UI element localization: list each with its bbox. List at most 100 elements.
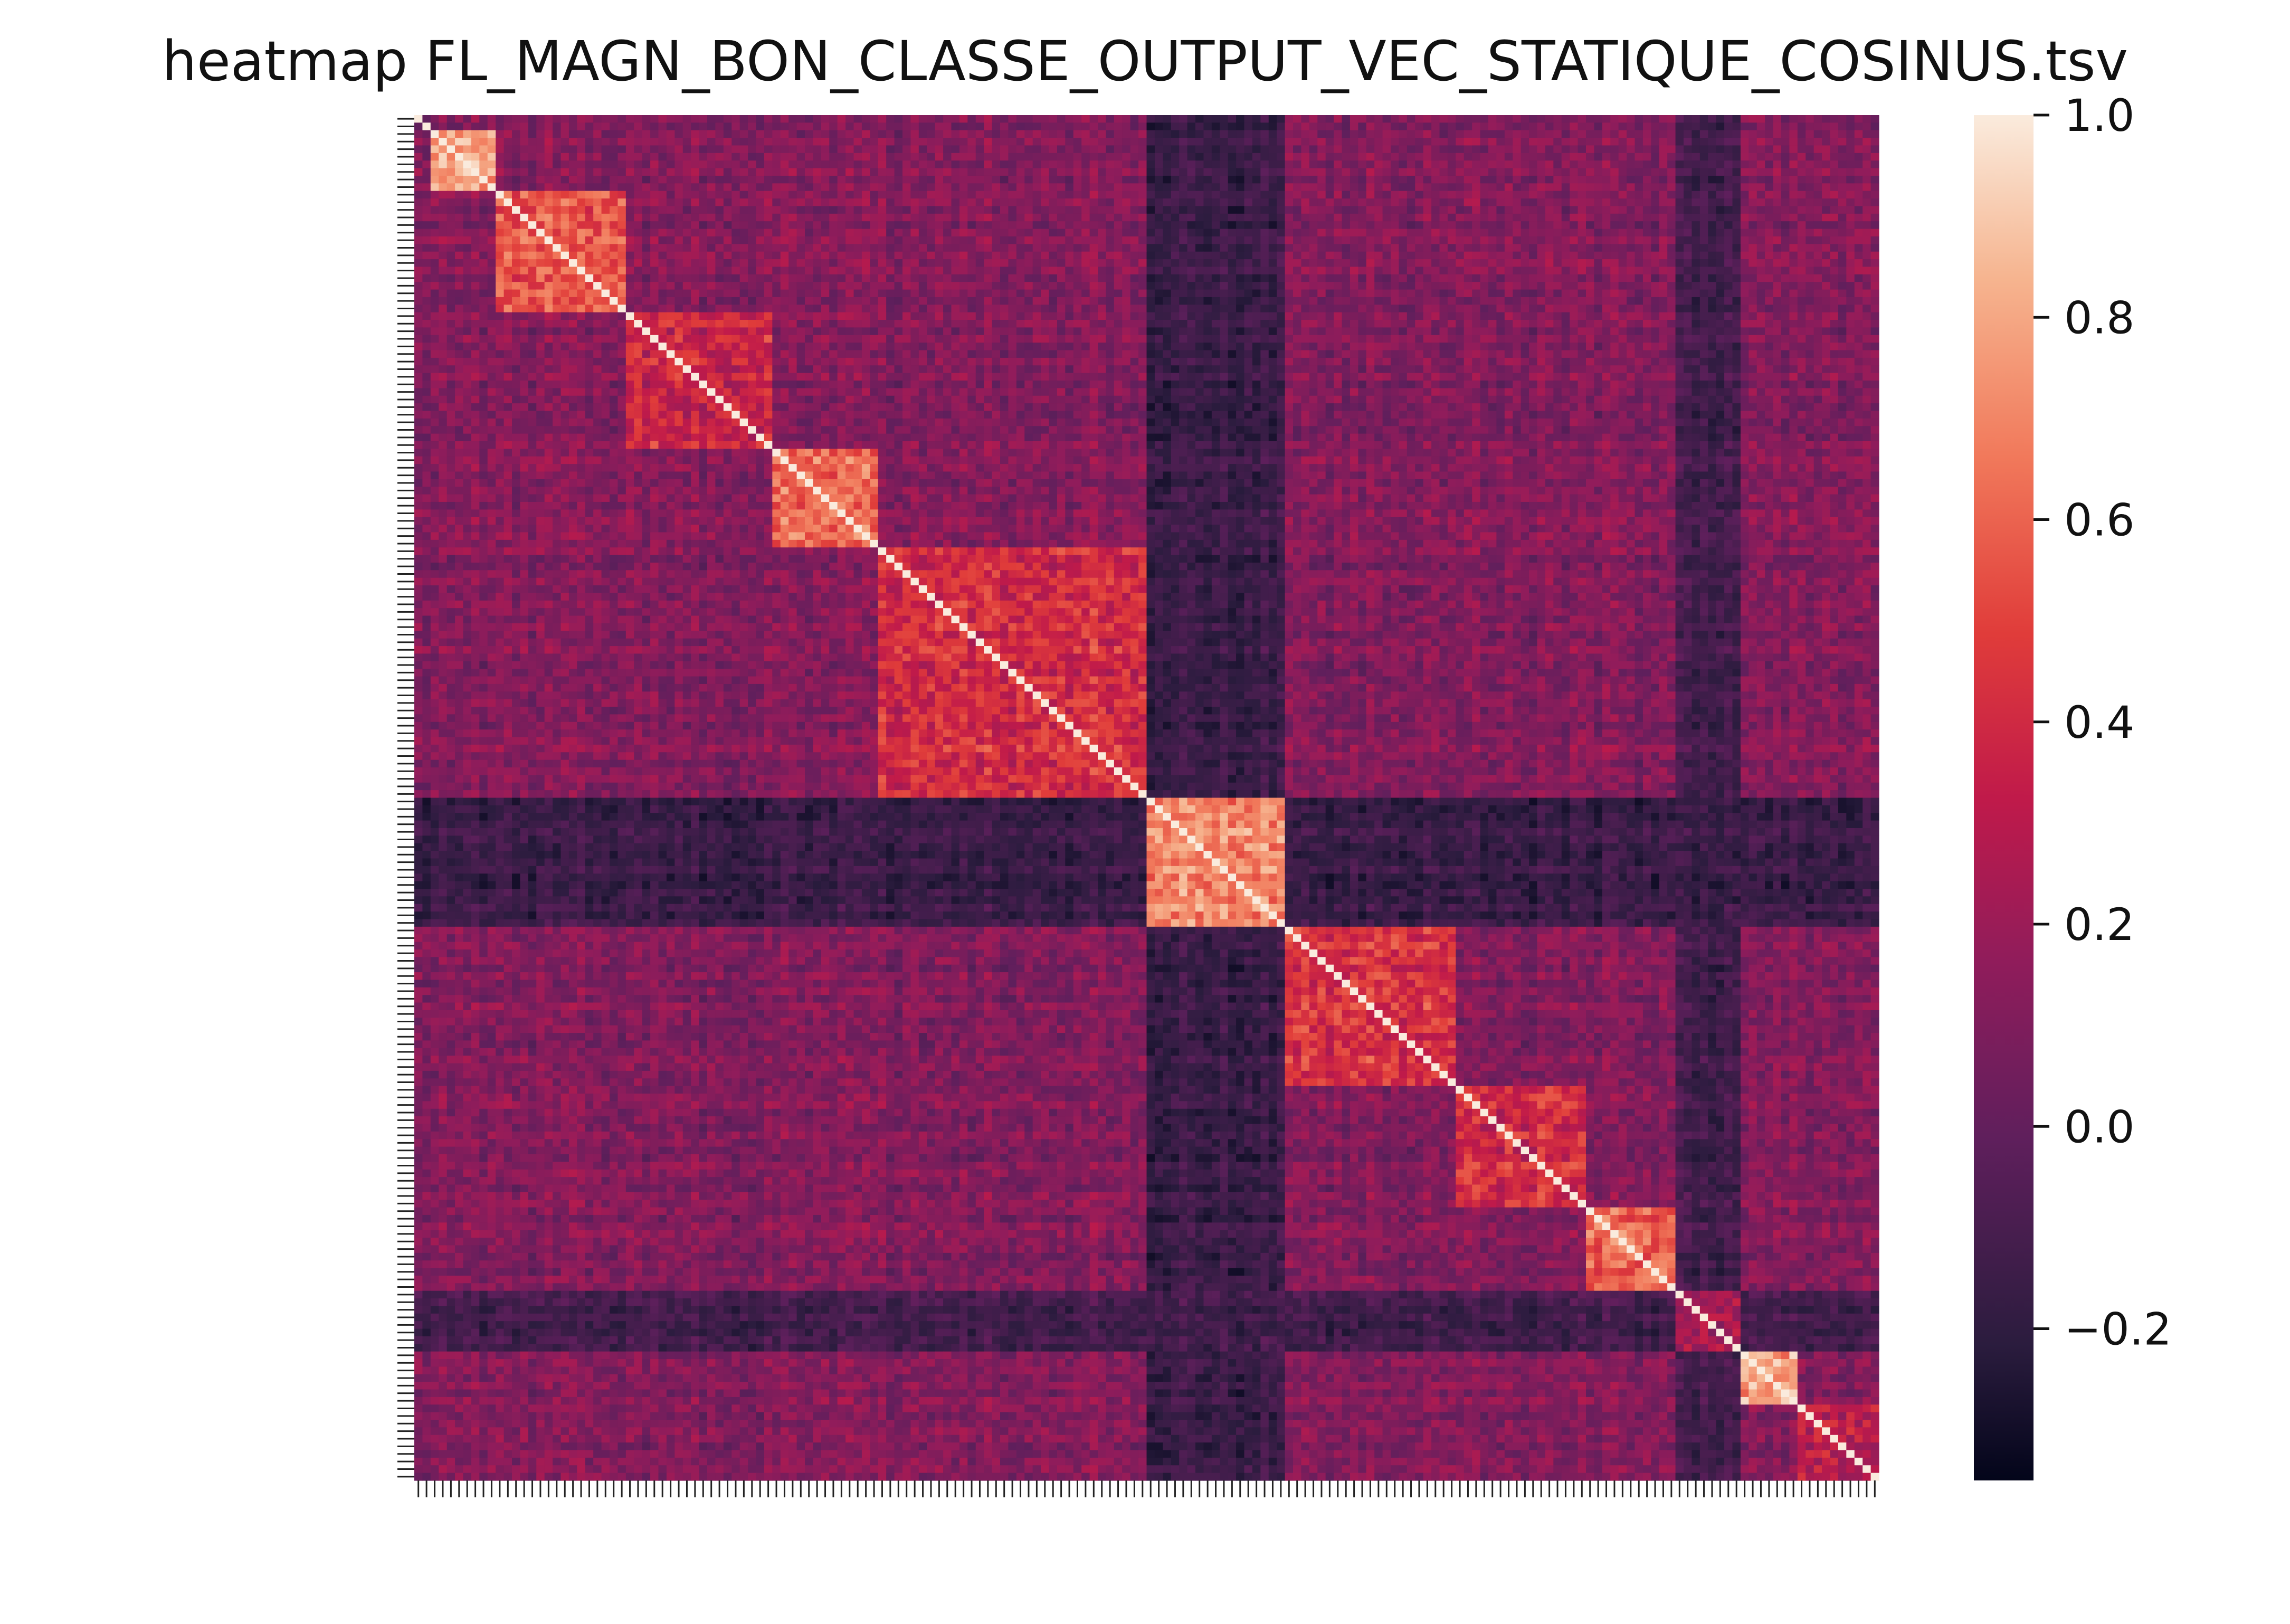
heatmap-cell <box>1448 236 1456 244</box>
heatmap-cell <box>1285 221 1294 229</box>
heatmap-cell <box>1651 115 1659 123</box>
heatmap-cell <box>1578 160 1586 168</box>
heatmap-cell <box>1000 252 1009 260</box>
heatmap-cell <box>1830 160 1839 168</box>
heatmap-cell <box>1041 168 1049 176</box>
heatmap-cell <box>642 282 651 290</box>
heatmap-cell <box>422 290 431 298</box>
heatmap-cell <box>1016 153 1025 161</box>
heatmap-cell <box>1220 130 1228 138</box>
heatmap-cell <box>1065 176 1073 184</box>
heatmap-cell <box>1871 191 1879 199</box>
heatmap-cell <box>610 290 618 298</box>
heatmap-cell <box>1733 214 1741 222</box>
heatmap-cell <box>1822 160 1830 168</box>
heatmap-cell <box>1317 198 1326 206</box>
heatmap-cell <box>1749 183 1757 191</box>
heatmap-cell <box>1562 206 1570 214</box>
heatmap-cell <box>886 244 895 252</box>
heatmap-cell <box>545 138 553 146</box>
heatmap-cell <box>1195 145 1204 153</box>
heatmap-cell <box>943 153 952 161</box>
heatmap-cell <box>1578 214 1586 222</box>
heatmap-cell <box>1472 130 1480 138</box>
heatmap-cell <box>895 214 903 222</box>
heatmap-cell <box>1537 236 1546 244</box>
heatmap-cell <box>520 115 528 123</box>
heatmap-cell <box>910 138 919 146</box>
heatmap-cell <box>715 115 724 123</box>
heatmap-cell <box>854 229 862 237</box>
heatmap-cell <box>569 267 577 274</box>
heatmap-cell <box>1553 130 1562 138</box>
heatmap-cell <box>1822 229 1830 237</box>
heatmap-cell <box>1570 191 1578 199</box>
heatmap-cell <box>1147 168 1155 176</box>
heatmap-cell <box>471 153 480 161</box>
heatmap-cell <box>805 153 813 161</box>
heatmap-cell <box>1578 191 1586 199</box>
heatmap-cell <box>1203 282 1212 290</box>
heatmap-cell <box>1041 206 1049 214</box>
heatmap-cell <box>1464 244 1472 252</box>
heatmap-cell <box>1513 214 1521 222</box>
heatmap-cell <box>1627 160 1635 168</box>
heatmap-cell <box>1440 183 1448 191</box>
heatmap-cell <box>1374 259 1383 267</box>
heatmap-cell <box>1627 115 1635 123</box>
heatmap-cell <box>1773 130 1782 138</box>
heatmap-cell <box>1187 168 1196 176</box>
heatmap-cell <box>1358 229 1366 237</box>
heatmap-cell <box>805 244 813 252</box>
heatmap-cell <box>1228 160 1237 168</box>
heatmap-cell <box>1326 115 1334 123</box>
heatmap-cell <box>1822 274 1830 282</box>
heatmap-cell <box>1472 274 1480 282</box>
heatmap-cell <box>943 274 952 282</box>
heatmap-cell <box>1000 206 1009 214</box>
heatmap-cell <box>1106 130 1114 138</box>
heatmap-cell <box>788 191 797 199</box>
heatmap-cell <box>674 130 683 138</box>
heatmap-cell <box>1244 221 1253 229</box>
heatmap-cell <box>772 274 781 282</box>
heatmap-cell <box>764 138 773 146</box>
heatmap-cell <box>1676 160 1684 168</box>
heatmap-cell <box>1781 183 1790 191</box>
heatmap-cell <box>943 191 952 199</box>
heatmap-cell <box>1147 229 1155 237</box>
heatmap-cell <box>610 168 618 176</box>
heatmap-cell <box>617 274 626 282</box>
heatmap-cell <box>1391 191 1399 199</box>
heatmap-cell <box>650 160 659 168</box>
heatmap-cell <box>878 191 887 199</box>
heatmap-cell <box>1749 282 1757 290</box>
heatmap-cell <box>1081 191 1090 199</box>
heatmap-cell <box>1749 176 1757 184</box>
heatmap-cell <box>1187 122 1196 130</box>
heatmap-cell <box>1635 282 1643 290</box>
heatmap-cell <box>984 236 992 244</box>
heatmap-cell <box>1203 176 1212 184</box>
heatmap-cell <box>1838 153 1847 161</box>
heatmap-cell <box>959 229 968 237</box>
heatmap-cell <box>1236 252 1244 260</box>
heatmap-cell <box>1838 274 1847 282</box>
heatmap-cell <box>496 206 504 214</box>
heatmap-cell <box>439 229 447 237</box>
heatmap-cell <box>1562 259 1570 267</box>
heatmap-cell <box>1716 267 1725 274</box>
heatmap-cell <box>838 206 846 214</box>
heatmap-cell <box>919 267 927 274</box>
heatmap-cell <box>772 252 781 260</box>
heatmap-cell <box>1440 122 1448 130</box>
heatmap-cell <box>1000 160 1009 168</box>
heatmap-cell <box>1065 191 1073 199</box>
heatmap-cell <box>1317 259 1326 267</box>
heatmap-cell <box>1700 214 1708 222</box>
heatmap-cell <box>617 214 626 222</box>
heatmap-cell <box>479 153 488 161</box>
heatmap-cell <box>1440 176 1448 184</box>
heatmap-cell <box>1553 267 1562 274</box>
heatmap-cell <box>1358 130 1366 138</box>
